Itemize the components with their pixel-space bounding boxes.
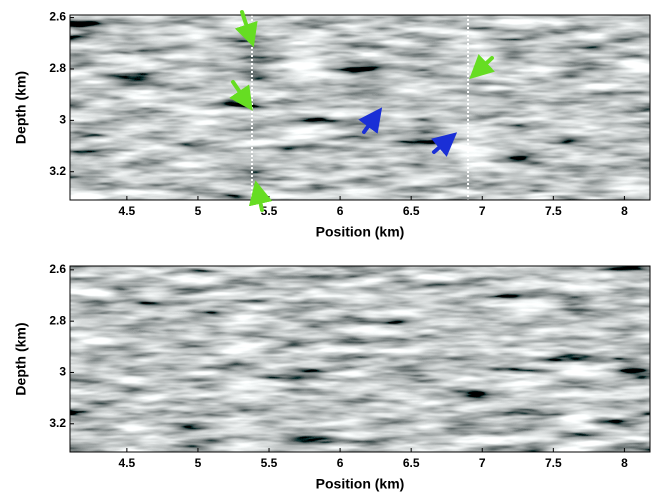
plots: 4.5 5 5.5 6 6.5 7 7.5 8 2.6 2.8 3 3.2 Position (km) D… [13, 10, 651, 492]
plot-frame [69, 265, 651, 453]
y-tick-label: 2.8 [49, 313, 66, 327]
arrows [229, 10, 495, 212]
arrow [234, 10, 258, 48]
x-tick-label: 7 [479, 456, 486, 470]
arrow [431, 132, 458, 157]
y-axis-label: Depth (km) [13, 71, 29, 144]
x-tick-label: 7.5 [545, 456, 562, 470]
y-tick-label: 2.8 [49, 61, 66, 75]
y-tick-label: 2.6 [49, 262, 66, 276]
y-tick-label: 3 [59, 113, 66, 127]
y-tick-label: 2.6 [49, 10, 66, 24]
x-tick-label: 4.5 [119, 456, 136, 470]
x-tick-label: 7 [479, 204, 486, 218]
x-tick-label: 7.5 [545, 204, 562, 218]
seismic-image [70, 266, 650, 452]
x-tick-label: 8 [621, 456, 628, 470]
x-tick-label: 5 [195, 456, 202, 470]
y-tick-label: 3.2 [49, 416, 66, 430]
x-tick-label: 4.5 [119, 204, 136, 218]
x-tick-label: 6.5 [403, 456, 420, 470]
x-axis-label: Position (km) [316, 224, 405, 240]
plot-frame [69, 14, 651, 201]
seismic-image [70, 15, 650, 200]
x-tick-label: 5.5 [261, 456, 278, 470]
y-tick-label: 3 [59, 365, 66, 379]
arrow [248, 180, 273, 212]
x-tick-label: 5.5 [261, 204, 278, 218]
y-axis-label: Depth (km) [13, 322, 29, 395]
x-tick-label: 8 [621, 204, 628, 218]
arrow [358, 107, 383, 134]
x-tick-label: 6 [337, 456, 344, 470]
x-tick-label: 6.5 [403, 204, 420, 218]
arrow [469, 54, 495, 80]
x-tick-label: 5 [195, 204, 202, 218]
y-tick-label: 3.2 [49, 164, 66, 178]
arrow [229, 80, 253, 111]
x-axis-label: Position (km) [316, 476, 405, 492]
x-tick-label: 6 [337, 204, 344, 218]
